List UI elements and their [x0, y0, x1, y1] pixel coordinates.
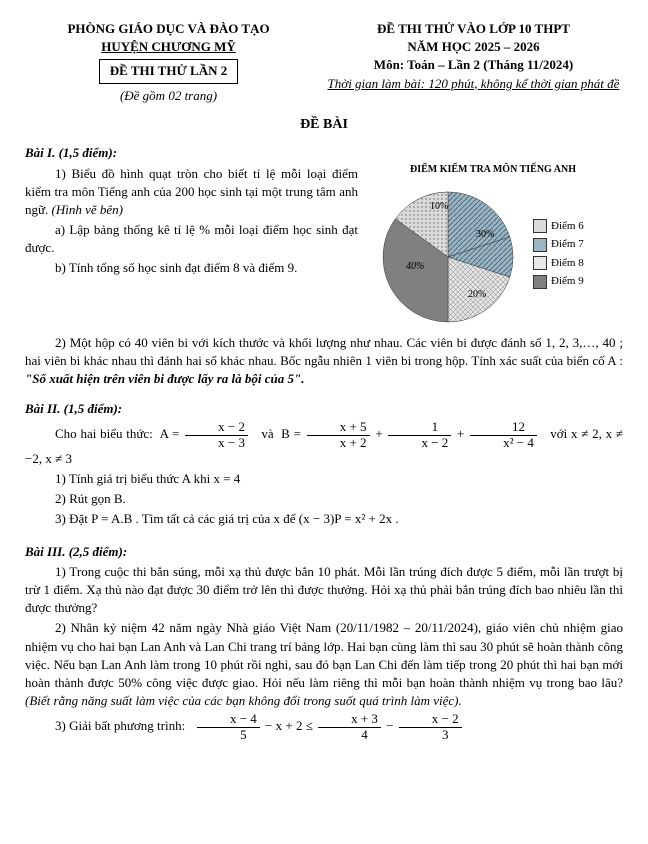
- num: 1: [388, 420, 451, 435]
- legend-item: Điểm 9: [533, 274, 584, 289]
- bai3-p1: 1) Trong cuộc thi bắn súng, mỗi xạ thủ đ…: [25, 563, 623, 618]
- legend-label: Điểm 9: [551, 274, 584, 289]
- header-left: PHÒNG GIÁO DỤC VÀ ĐÀO TẠO HUYỆN CHƯƠNG M…: [25, 20, 312, 105]
- bai2-q1: 1) Tính giá trị biểu thức A khi x = 4: [25, 470, 623, 488]
- frac: x + 34: [318, 712, 381, 742]
- den: 4: [318, 728, 381, 742]
- text: 3) Giải bất phương trình:: [55, 718, 185, 733]
- legend-item: Điểm 8: [533, 256, 584, 271]
- den: 3: [399, 728, 462, 742]
- text: 2) Một hộp có 40 viên bi với kích thước …: [25, 335, 623, 368]
- bai3-heading: Bài III. (2,5 điểm):: [25, 543, 623, 561]
- page-count: (Đề gồm 02 trang): [25, 87, 312, 105]
- text-note: (Hình vẽ bên): [52, 202, 123, 217]
- bai2-q3: 3) Đặt P = A.B . Tìm tất cả các giá trị …: [25, 510, 623, 528]
- bai1-heading: Bài I. (1,5 điểm):: [25, 144, 623, 162]
- frac: x − 23: [399, 712, 462, 742]
- page-header: PHÒNG GIÁO DỤC VÀ ĐÀO TẠO HUYỆN CHƯƠNG M…: [25, 20, 623, 105]
- duration-line: Thời gian làm bài: 120 phút, không kể th…: [324, 75, 623, 93]
- den: 5: [197, 728, 260, 742]
- den: x − 3: [185, 436, 248, 450]
- main-title: ĐỀ BÀI: [25, 115, 623, 135]
- chart-title: ĐIỂM KIỂM TRA MÔN TIẾNG ANH: [363, 163, 623, 177]
- chart-legend: Điểm 6 Điểm 7 Điểm 8 Điểm 9: [533, 216, 584, 293]
- num: x + 3: [318, 712, 381, 727]
- note: (Biết rằng năng suất làm việc của các bạ…: [25, 693, 462, 708]
- bai1-p2: 2) Một hộp có 40 viên bi với kích thước …: [25, 334, 623, 389]
- legend-item: Điểm 7: [533, 237, 584, 252]
- pie-chart: 10% 30% 20% 40%: [363, 177, 533, 332]
- subject-line: Môn: Toán – Lần 2 (Tháng 11/2024): [324, 56, 623, 74]
- num: x − 2: [185, 420, 248, 435]
- text: 2) Nhân kỷ niệm 42 năm ngày Nhà giáo Việ…: [25, 620, 623, 690]
- dept-line1: PHÒNG GIÁO DỤC VÀ ĐÀO TẠO: [25, 20, 312, 38]
- header-right: ĐỀ THI THỬ VÀO LỚP 10 THPT NĂM HỌC 2025 …: [324, 20, 623, 105]
- bai3-p2: 2) Nhân kỷ niệm 42 năm ngày Nhà giáo Việ…: [25, 619, 623, 710]
- pct-30: 30%: [476, 229, 494, 240]
- school-year: NĂM HỌC 2025 – 2026: [324, 38, 623, 56]
- frac: x + 5x + 2: [307, 420, 370, 450]
- exam-box: ĐỀ THI THỬ LẦN 2: [99, 59, 239, 83]
- legend-item: Điểm 6: [533, 219, 584, 234]
- exam-title: ĐỀ THI THỬ VÀO LỚP 10 THPT: [324, 20, 623, 38]
- bai2-q2: 2) Rút gọn B.: [25, 490, 623, 508]
- den: x − 2: [388, 436, 451, 450]
- text: −: [386, 718, 393, 733]
- text: A =: [160, 426, 180, 441]
- frac: 1x − 2: [388, 420, 451, 450]
- dept-line2: HUYỆN CHƯƠNG MỸ: [25, 38, 312, 56]
- num: x − 4: [197, 712, 260, 727]
- text: − x + 2 ≤: [265, 718, 313, 733]
- frac: 12x² − 4: [470, 420, 537, 450]
- frac: x − 45: [197, 712, 260, 742]
- legend-label: Điểm 6: [551, 219, 584, 234]
- num: x + 5: [307, 420, 370, 435]
- den: x + 2: [307, 436, 370, 450]
- quote: "Số xuất hiện trên viên bi được lấy ra l…: [25, 371, 304, 386]
- pct-20: 20%: [468, 289, 486, 300]
- bai2-expr: Cho hai biểu thức: A = x − 2x − 3 và B =…: [25, 420, 623, 468]
- frac: x − 2x − 3: [185, 420, 248, 450]
- text: B =: [281, 426, 301, 441]
- bai3-p3: 3) Giải bất phương trình: x − 45 − x + 2…: [25, 712, 623, 742]
- legend-label: Điểm 7: [551, 237, 584, 252]
- text: và: [261, 426, 273, 441]
- pct-40: 40%: [406, 261, 424, 272]
- pct-10: 10%: [430, 201, 448, 212]
- bai2-heading: Bài II. (1,5 điểm):: [25, 400, 623, 418]
- num: x − 2: [399, 712, 462, 727]
- chart-block: ĐIỂM KIỂM TRA MÔN TIẾNG ANH: [363, 163, 623, 332]
- den: x² − 4: [470, 436, 537, 450]
- num: 12: [470, 420, 537, 435]
- text: Cho hai biểu thức:: [55, 426, 153, 441]
- legend-label: Điểm 8: [551, 256, 584, 271]
